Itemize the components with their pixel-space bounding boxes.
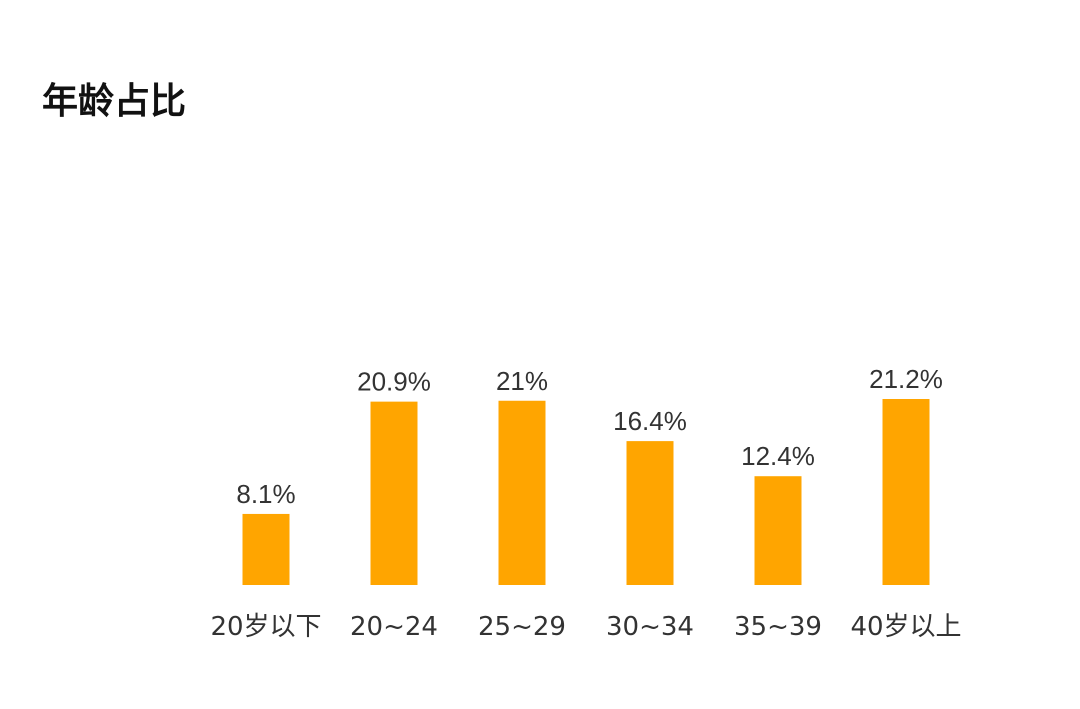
category-label-4: 30~34 — [606, 612, 694, 642]
value-label-3: 21% — [496, 366, 548, 396]
value-label-5: 12.4% — [741, 441, 815, 471]
category-label-2: 20~24 — [350, 612, 438, 642]
value-label-1: 8.1% — [236, 479, 295, 509]
bar-4 — [626, 441, 674, 585]
bar-1 — [242, 513, 290, 585]
category-label-6: 40岁以上 — [850, 612, 961, 642]
category-label-5: 35~39 — [734, 612, 822, 642]
category-labels-group: 20岁以下 20~24 25~29 30~34 35~39 40岁以上 — [210, 612, 961, 642]
bar-3 — [498, 400, 546, 585]
category-label-1: 20岁以下 — [210, 612, 321, 642]
value-labels-group: 8.1% 20.9% 21% 16.4% 12.4% 21.2% — [236, 364, 943, 509]
chart-title: 年龄占比 — [42, 81, 187, 122]
category-label-3: 25~29 — [478, 612, 566, 642]
bar-6 — [882, 399, 930, 585]
value-label-6: 21.2% — [869, 364, 943, 394]
value-label-2: 20.9% — [357, 367, 431, 397]
bars-group — [242, 399, 930, 585]
bar-5 — [754, 476, 802, 585]
bar-2 — [370, 401, 418, 585]
value-label-4: 16.4% — [613, 406, 687, 436]
